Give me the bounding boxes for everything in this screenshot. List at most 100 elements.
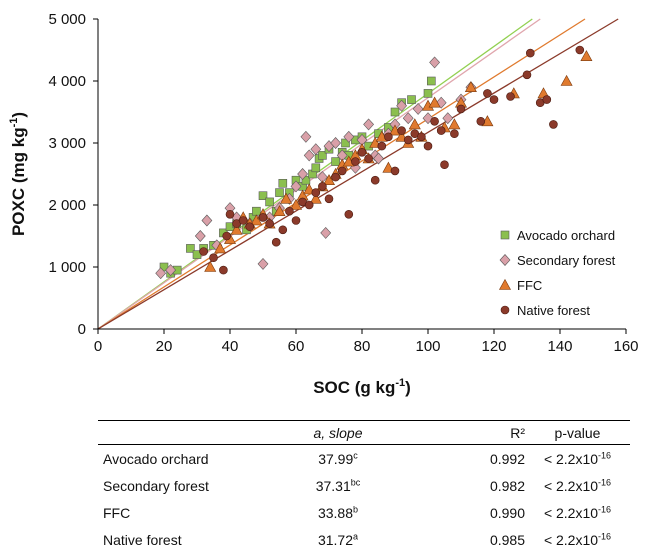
data-point — [337, 166, 347, 176]
data-point — [222, 231, 231, 241]
legend-label: FFC — [517, 278, 542, 293]
data-point — [219, 265, 228, 275]
row-pvalue: < 2.2x10-16 — [543, 530, 612, 548]
data-point — [560, 74, 573, 86]
data-point — [310, 143, 322, 156]
y-ticks: 0 1 000 2 000 3 000 4 000 5 000 — [48, 11, 98, 338]
data-point — [476, 117, 486, 126]
data-point — [436, 126, 446, 135]
x-tick-label: 60 — [288, 338, 305, 355]
x-ticks: 0 20 40 60 80 100 120 140 160 — [94, 329, 639, 355]
x-tick-label: 100 — [415, 338, 440, 355]
data-point — [311, 163, 321, 173]
data-point — [252, 206, 261, 216]
data-point — [271, 237, 281, 247]
data-point — [370, 175, 380, 185]
x-tick-label: 140 — [547, 338, 572, 355]
row-r2: 0.982 — [489, 477, 525, 494]
row-name: Secondary forest — [103, 477, 209, 494]
x-tick-label: 0 — [94, 338, 102, 355]
x-tick-label: 120 — [481, 338, 506, 355]
data-point — [204, 260, 217, 272]
data-point — [278, 179, 288, 188]
data-point — [331, 172, 340, 182]
data-point — [209, 253, 218, 263]
data-point — [423, 89, 433, 98]
row-slope: 31.72a — [317, 530, 359, 548]
data-point — [300, 130, 312, 143]
data-point — [351, 157, 360, 166]
y-tick-label: 2 000 — [48, 197, 86, 214]
data-point — [250, 214, 263, 226]
data-point — [297, 168, 309, 180]
table-row: Avocado orchard 37.99c 0.992 < 2.2x10-16 — [98, 445, 630, 473]
legend-marker — [499, 254, 511, 266]
data-point — [265, 197, 274, 207]
data-point — [155, 267, 167, 280]
data-point — [450, 129, 459, 138]
data-point — [320, 226, 332, 239]
table-row: FFC 33.88b 0.990 < 2.2x10-16 — [98, 499, 630, 526]
col-header-name — [98, 420, 263, 445]
col-header-slope: a, slope — [263, 420, 413, 445]
data-point — [489, 95, 499, 104]
data-point — [330, 137, 342, 149]
y-tick-label: 5 000 — [48, 11, 86, 28]
data-point — [364, 154, 373, 163]
data-point — [390, 166, 400, 176]
legend-label: Avocado orchard — [517, 228, 615, 243]
data-point — [408, 118, 421, 130]
data-point — [412, 102, 424, 115]
data-point — [575, 45, 585, 55]
data-point — [464, 81, 477, 92]
data-point — [423, 141, 433, 151]
data-point — [280, 192, 293, 204]
data-point — [199, 247, 208, 256]
data-point — [377, 141, 387, 151]
data-point — [357, 148, 367, 157]
data-point — [322, 174, 336, 185]
x-tick-label: 160 — [613, 338, 638, 355]
data-point — [289, 198, 303, 210]
data-point — [456, 104, 466, 114]
data-point — [426, 76, 436, 86]
regression-line — [97, 18, 619, 330]
data-point — [278, 225, 288, 235]
y-tick-label: 1 000 — [48, 259, 86, 276]
legend: Avocado orchard Secondary forest FFC Native… — [498, 228, 616, 318]
data-point — [275, 188, 284, 197]
legend-label: Native forest — [517, 303, 590, 318]
data-point — [258, 191, 268, 200]
data-point — [430, 117, 439, 126]
x-tick-label: 40 — [222, 338, 239, 355]
data-point — [407, 95, 416, 104]
data-point — [483, 89, 492, 98]
data-point — [238, 216, 248, 225]
regression-line — [97, 18, 541, 330]
row-slope: 33.88b — [317, 503, 359, 521]
data-point — [309, 192, 322, 204]
x-axis-title: SOC (g kg-1) — [313, 377, 411, 397]
data-point — [290, 180, 302, 193]
row-name: Avocado orchard — [103, 450, 209, 467]
data-point — [165, 264, 177, 277]
data-point — [363, 118, 375, 131]
data-point — [429, 56, 441, 69]
data-point — [230, 223, 243, 235]
row-slope: 37.31bc — [315, 476, 361, 494]
row-pvalue: < 2.2x10-16 — [543, 476, 612, 494]
row-r2: 0.985 — [489, 531, 525, 548]
data-point — [542, 95, 552, 104]
data-point — [549, 120, 558, 129]
data-point — [522, 70, 532, 80]
scatter-chart: 0 20 40 60 80 100 120 140 160 0 1 000 2 000 3 000 4 … — [8, 11, 639, 397]
row-r2: 0.992 — [489, 450, 525, 467]
col-header-pvalue: p-value — [525, 420, 630, 445]
data-point — [417, 132, 426, 142]
data-point — [396, 99, 408, 112]
data-point — [214, 242, 227, 254]
data-point — [343, 130, 355, 143]
row-pvalue: < 2.2x10-16 — [543, 449, 612, 467]
data-point — [397, 126, 406, 135]
data-point — [525, 48, 535, 58]
